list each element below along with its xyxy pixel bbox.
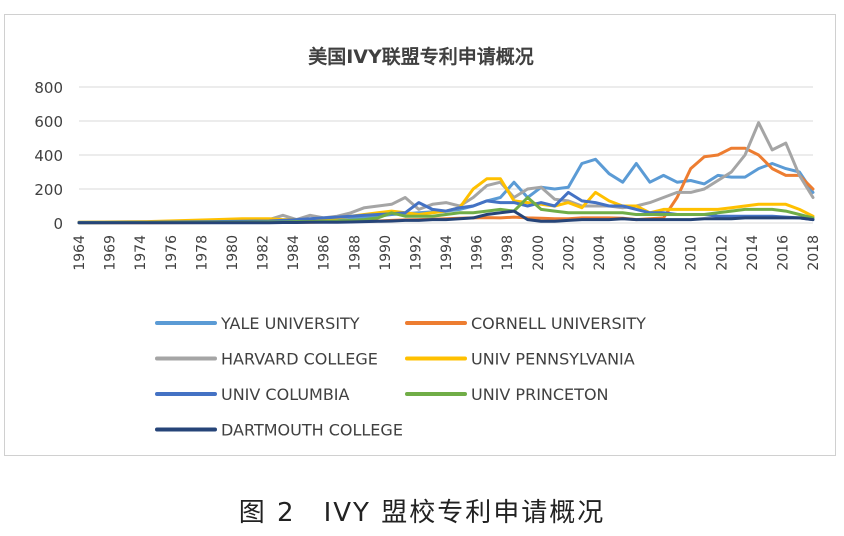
x-tick-label: 1974 xyxy=(133,235,149,271)
y-tick-label: 0 xyxy=(53,215,63,233)
x-tick-label: 1969 xyxy=(103,235,119,271)
legend: YALE UNIVERSITY CORNELL UNIVERSITY HARVARD… xyxy=(155,314,646,440)
x-tick-label: 1964 xyxy=(72,235,88,271)
y-tick-label: 800 xyxy=(34,79,63,97)
x-tick-label: 1978 xyxy=(194,235,210,271)
legend-label-5: UNIV PRINCETON xyxy=(471,385,609,404)
series-line-4 xyxy=(77,190,815,224)
x-tick-label: 1986 xyxy=(317,235,333,271)
chart-frame: 美国IVY联盟专利申请概况 0 200 400 600 800 1964 1969 1974… xyxy=(4,14,836,456)
x-tick-label: 2002 xyxy=(561,235,577,271)
x-tick-label: 1994 xyxy=(439,235,455,271)
y-tick-label: 400 xyxy=(34,147,63,165)
y-tick-label: 600 xyxy=(34,113,63,131)
legend-label-0: YALE UNIVERSITY xyxy=(220,314,360,333)
x-tick-label: 2018 xyxy=(806,235,822,271)
legend-label-3: UNIV PENNSYLVANIA xyxy=(471,350,635,369)
x-tick-label: 2016 xyxy=(775,235,791,271)
figure-caption: 图 2 IVY 盟校专利申请概况 xyxy=(238,498,606,528)
legend-label-4: UNIV COLUMBIA xyxy=(221,385,350,404)
x-tick-label: 1996 xyxy=(470,235,486,271)
chart-svg: 美国IVY联盟专利申请概况 0 200 400 600 800 1964 1969 1974… xyxy=(34,45,822,440)
legend-label-6: DARTMOUTH COLLEGE xyxy=(221,421,403,440)
series-layer xyxy=(77,121,815,225)
x-tick-label: 2006 xyxy=(623,235,639,271)
x-tick-label: 2012 xyxy=(714,235,730,271)
chart-title: 美国IVY联盟专利申请概况 xyxy=(308,45,534,68)
x-tick-label: 1998 xyxy=(500,235,516,271)
x-tick-label: 1976 xyxy=(164,235,180,271)
x-tick-label: 2000 xyxy=(531,235,547,271)
x-tick-label: 1992 xyxy=(408,235,424,271)
x-axis-ticks: 1964 1969 1974 1976 1978 1980 1982 1984 1986 1988… xyxy=(72,235,822,271)
x-tick-label: 1984 xyxy=(286,235,302,271)
y-tick-label: 200 xyxy=(34,181,63,199)
x-tick-label: 1988 xyxy=(347,235,363,271)
x-tick-label: 1990 xyxy=(378,235,394,271)
x-tick-label: 2008 xyxy=(653,235,669,271)
grid-layer xyxy=(79,86,813,224)
x-tick-label: 2014 xyxy=(745,235,761,271)
x-tick-label: 2004 xyxy=(592,235,608,271)
legend-label-2: HARVARD COLLEGE xyxy=(221,350,378,369)
series-line-6 xyxy=(77,209,815,225)
series-line-2 xyxy=(77,121,815,224)
x-tick-label: 2010 xyxy=(684,235,700,271)
y-axis-ticks: 0 200 400 600 800 xyxy=(34,79,63,233)
x-tick-label: 1982 xyxy=(256,235,272,271)
x-tick-label: 1980 xyxy=(225,235,241,271)
legend-label-1: CORNELL UNIVERSITY xyxy=(471,314,646,333)
